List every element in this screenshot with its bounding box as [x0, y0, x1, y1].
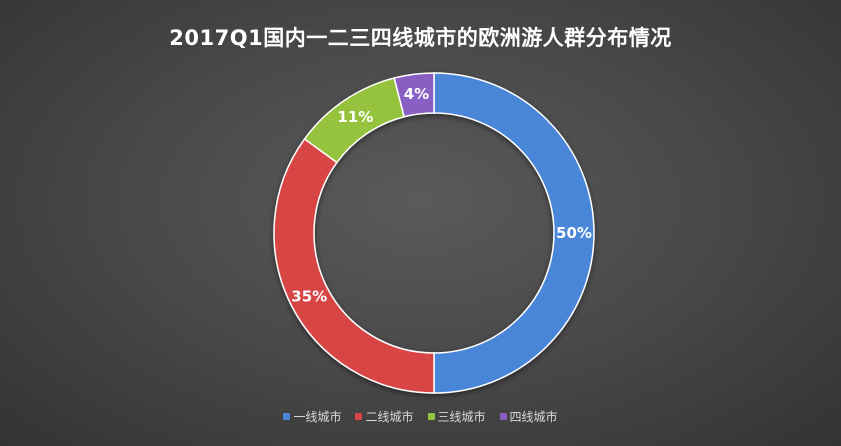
slice-label-2: 35% [291, 288, 327, 306]
legend-item: 三线城市 [427, 408, 486, 425]
legend-item: 二线城市 [355, 408, 414, 425]
legend-item: 一线城市 [283, 408, 341, 425]
slice-label-1: 50% [556, 224, 592, 242]
legend-label: 二线城市 [365, 410, 414, 424]
legend-label: 一线城市 [293, 410, 342, 424]
legend-label: 三线城市 [437, 410, 486, 424]
legend-item: 四线城市 [499, 408, 558, 425]
legend-label: 四线城市 [509, 410, 558, 424]
chart-title: 2017Q1国内一二三四线城市的欧洲游人群分布情况 [169, 26, 672, 50]
slice-label-3: 11% [337, 108, 373, 126]
legend-swatch [499, 413, 507, 420]
legend-swatch [355, 413, 363, 420]
donut-slice-4 [393, 72, 435, 118]
donut-slice-1 [433, 72, 595, 394]
donut-slice-2 [273, 137, 435, 394]
legend: 一线城市 二线城市 三线城市 四线城市 [0, 408, 841, 425]
legend-swatch [283, 413, 291, 420]
legend-swatch [427, 413, 435, 420]
slice-label-4: 4% [404, 85, 429, 103]
